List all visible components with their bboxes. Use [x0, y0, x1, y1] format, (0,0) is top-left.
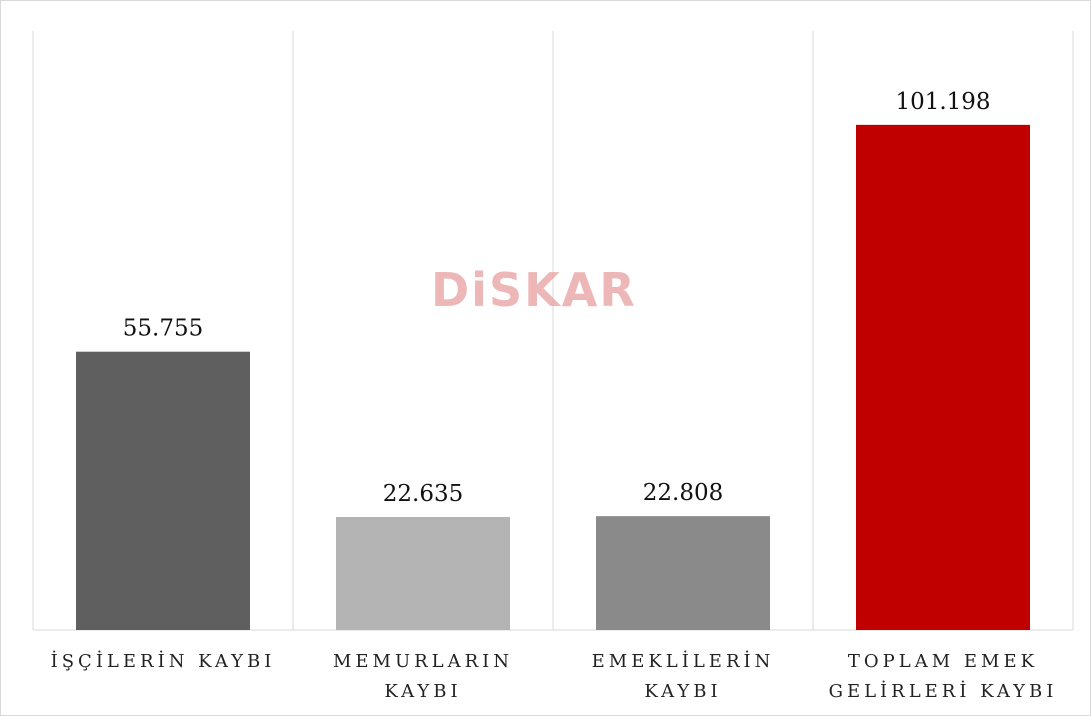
x-tick-label: İŞÇİLERİN KAYBI [50, 651, 276, 672]
watermark: DiSKAR [431, 263, 637, 317]
bar [596, 516, 770, 630]
x-tick-label: TOPLAM EMEK GELİRLERİ KAYBI [828, 651, 1058, 702]
bar [76, 351, 250, 630]
value-label: 22.808 [643, 480, 723, 506]
bar [856, 124, 1030, 630]
value-label: 22.635 [383, 481, 463, 507]
value-label: 55.755 [123, 316, 203, 342]
x-tick-label: MEMURLARIN KAYBI [332, 651, 514, 702]
bar [336, 517, 510, 630]
x-tick-label: EMEKLİLERİN KAYBI [591, 651, 775, 702]
value-label: 101.198 [895, 89, 990, 115]
